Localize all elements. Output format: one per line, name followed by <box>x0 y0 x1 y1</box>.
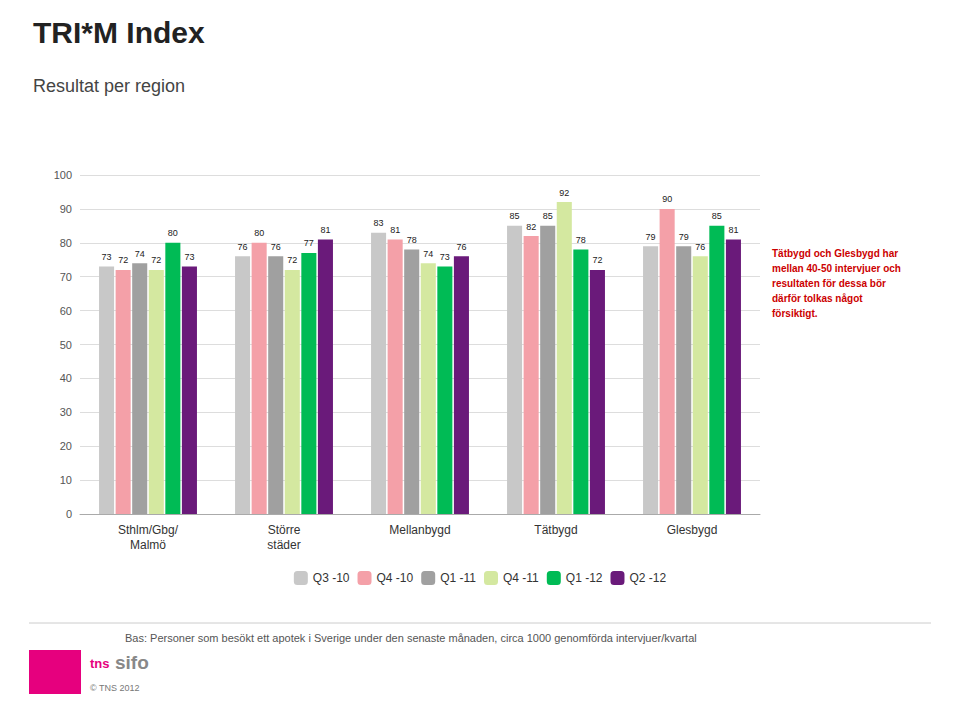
svg-text:73: 73 <box>184 252 194 262</box>
svg-text:78: 78 <box>576 235 586 245</box>
svg-text:74: 74 <box>423 249 433 259</box>
svg-text:resultaten för dessa bör: resultaten för dessa bör <box>772 278 886 289</box>
svg-text:40: 40 <box>60 372 72 384</box>
svg-text:76: 76 <box>695 242 705 252</box>
svg-text:73: 73 <box>440 252 450 262</box>
svg-text:Q1 -12: Q1 -12 <box>566 571 603 585</box>
svg-text:60: 60 <box>60 305 72 317</box>
svg-text:städer: städer <box>267 538 300 552</box>
svg-text:Malmö: Malmö <box>130 538 166 552</box>
svg-text:82: 82 <box>526 222 536 232</box>
svg-text:därför tolkas något: därför tolkas något <box>772 293 863 304</box>
svg-text:79: 79 <box>679 232 689 242</box>
svg-text:© TNS 2012: © TNS 2012 <box>90 683 140 693</box>
svg-text:Sthlm/Gbg/: Sthlm/Gbg/ <box>118 523 179 537</box>
svg-text:tns: tns <box>90 656 110 671</box>
svg-text:74: 74 <box>135 249 145 259</box>
svg-text:Q4 -11: Q4 -11 <box>503 571 539 585</box>
svg-text:73: 73 <box>102 252 112 262</box>
svg-text:Glesbygd: Glesbygd <box>667 523 718 537</box>
svg-text:72: 72 <box>287 255 297 265</box>
svg-text:72: 72 <box>118 255 128 265</box>
svg-text:Q4 -10: Q4 -10 <box>377 571 414 585</box>
svg-text:72: 72 <box>592 255 602 265</box>
svg-text:81: 81 <box>728 225 738 235</box>
svg-text:80: 80 <box>60 237 72 249</box>
svg-text:83: 83 <box>374 218 384 228</box>
svg-text:85: 85 <box>712 211 722 221</box>
svg-text:85: 85 <box>510 211 520 221</box>
svg-text:30: 30 <box>60 406 72 418</box>
svg-text:Q1 -11: Q1 -11 <box>440 571 476 585</box>
svg-text:79: 79 <box>646 232 656 242</box>
svg-text:mellan 40-50 intervjuer och: mellan 40-50 intervjuer och <box>772 263 901 274</box>
svg-text:81: 81 <box>390 225 400 235</box>
svg-text:76: 76 <box>238 242 248 252</box>
svg-text:81: 81 <box>320 225 330 235</box>
svg-text:Q2 -12: Q2 -12 <box>629 571 666 585</box>
svg-text:Q3 -10: Q3 -10 <box>313 571 350 585</box>
svg-text:TRI*M Index: TRI*M Index <box>33 16 205 49</box>
svg-text:0: 0 <box>66 508 72 520</box>
svg-text:70: 70 <box>60 271 72 283</box>
svg-text:76: 76 <box>271 242 281 252</box>
svg-text:sifo: sifo <box>115 652 149 673</box>
svg-text:10: 10 <box>60 474 72 486</box>
svg-text:85: 85 <box>543 211 553 221</box>
svg-text:76: 76 <box>456 242 466 252</box>
svg-text:77: 77 <box>304 238 314 248</box>
svg-text:78: 78 <box>407 235 417 245</box>
svg-text:50: 50 <box>60 339 72 351</box>
svg-text:20: 20 <box>60 440 72 452</box>
svg-text:försiktigt.: försiktigt. <box>772 308 818 319</box>
svg-text:Tätbygd och Glesbygd har: Tätbygd och Glesbygd har <box>772 248 898 259</box>
svg-text:80: 80 <box>168 228 178 238</box>
svg-text:80: 80 <box>254 228 264 238</box>
svg-text:100: 100 <box>54 169 72 181</box>
svg-text:90: 90 <box>662 194 672 204</box>
svg-text:72: 72 <box>151 255 161 265</box>
svg-text:92: 92 <box>559 188 569 198</box>
svg-text:Mellanbygd: Mellanbygd <box>389 523 450 537</box>
svg-text:Resultat per region: Resultat per region <box>33 76 185 96</box>
svg-text:Större: Större <box>268 523 301 537</box>
svg-text:Tätbygd: Tätbygd <box>534 523 577 537</box>
svg-text:90: 90 <box>60 203 72 215</box>
svg-text:Bas: Personer som besökt ett a: Bas: Personer som besökt ett apotek i Sv… <box>125 632 697 644</box>
